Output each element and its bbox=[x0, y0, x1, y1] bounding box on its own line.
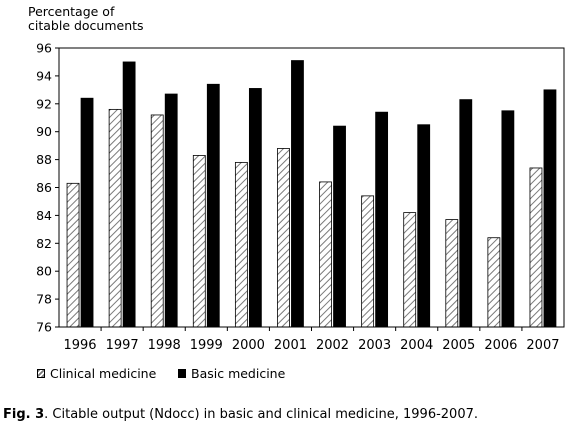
x-tick-label: 2002 bbox=[316, 338, 349, 353]
caption-text: . Citable output (Ndocc) in basic and cl… bbox=[44, 407, 478, 422]
x-tick-label: 2006 bbox=[484, 338, 517, 353]
y-tick-label: 90 bbox=[36, 124, 52, 139]
bar-basic-2004 bbox=[417, 124, 431, 328]
x-tick-label: 1997 bbox=[106, 338, 139, 353]
bar-clinical-2005 bbox=[445, 219, 459, 328]
x-tick-label: 1996 bbox=[63, 338, 96, 353]
y-axis-label-line-1: Percentage of bbox=[28, 4, 115, 19]
x-tick-label: 1999 bbox=[190, 338, 223, 353]
bar-basic-1998 bbox=[164, 93, 178, 328]
bar-basic-2003 bbox=[375, 111, 389, 328]
bar-clinical-1996 bbox=[66, 182, 80, 328]
bar-clinical-1998 bbox=[150, 114, 164, 328]
x-tick-label: 2000 bbox=[232, 338, 265, 353]
legend-swatch-hatched bbox=[37, 369, 45, 378]
y-tick-label: 84 bbox=[36, 208, 52, 223]
y-tick-label: 80 bbox=[36, 264, 52, 279]
bar-clinical-1999 bbox=[192, 155, 206, 328]
x-tick-label: 2004 bbox=[400, 338, 433, 353]
y-tick-label: 86 bbox=[36, 180, 52, 195]
y-tick-label: 96 bbox=[36, 41, 52, 56]
figure-caption: Fig. 3. Citable output (Ndocc) in basic … bbox=[3, 407, 478, 422]
legend-label-clinical: Clinical medicine bbox=[50, 366, 157, 381]
bar-clinical-2007 bbox=[529, 167, 543, 328]
y-tick-label: 76 bbox=[36, 320, 52, 335]
bar-clinical-2002 bbox=[319, 181, 332, 328]
axes: 76 78 80 82 84 86 88 90 92 94 96 1996 1997 1998 1999 20… bbox=[36, 41, 565, 353]
bar-basic-1996 bbox=[80, 97, 94, 328]
bar-clinical-2001 bbox=[277, 148, 290, 328]
y-tick-label: 94 bbox=[36, 68, 52, 83]
y-tick-label: 78 bbox=[36, 292, 52, 307]
bars bbox=[66, 60, 557, 328]
bar-basic-2000 bbox=[248, 88, 262, 328]
bar-basic-2007 bbox=[543, 89, 557, 328]
y-axis-label-line-2: citable documents bbox=[28, 18, 144, 33]
legend-label-basic: Basic medicine bbox=[191, 366, 286, 381]
bar-basic-1999 bbox=[206, 83, 220, 328]
y-tick-label: 88 bbox=[36, 152, 52, 167]
bar-basic-2001 bbox=[291, 60, 304, 328]
bar-clinical-2006 bbox=[487, 237, 501, 328]
bar-clinical-1997 bbox=[108, 108, 122, 328]
bar-basic-2002 bbox=[333, 125, 346, 328]
bar-basic-2006 bbox=[501, 110, 515, 328]
bar-clinical-2003 bbox=[361, 195, 375, 328]
y-tick-label: 82 bbox=[36, 236, 52, 251]
x-tick-label: 2003 bbox=[358, 338, 391, 353]
legend-swatch-solid bbox=[178, 369, 186, 378]
caption-label: Fig. 3 bbox=[3, 407, 45, 422]
x-tick-label: 2007 bbox=[526, 338, 559, 353]
bar-basic-2005 bbox=[459, 99, 473, 328]
x-tick-label: 2001 bbox=[274, 338, 307, 353]
legend-item-clinical: Clinical medicine bbox=[37, 366, 156, 381]
x-tick-label: 2005 bbox=[442, 338, 475, 353]
y-tick-label: 92 bbox=[36, 96, 52, 111]
bar-clinical-2004 bbox=[403, 212, 417, 328]
legend-item-basic: Basic medicine bbox=[178, 366, 285, 381]
bar-clinical-2000 bbox=[234, 161, 248, 328]
bar-basic-1997 bbox=[122, 61, 136, 328]
x-tick-label: 1998 bbox=[148, 338, 181, 353]
